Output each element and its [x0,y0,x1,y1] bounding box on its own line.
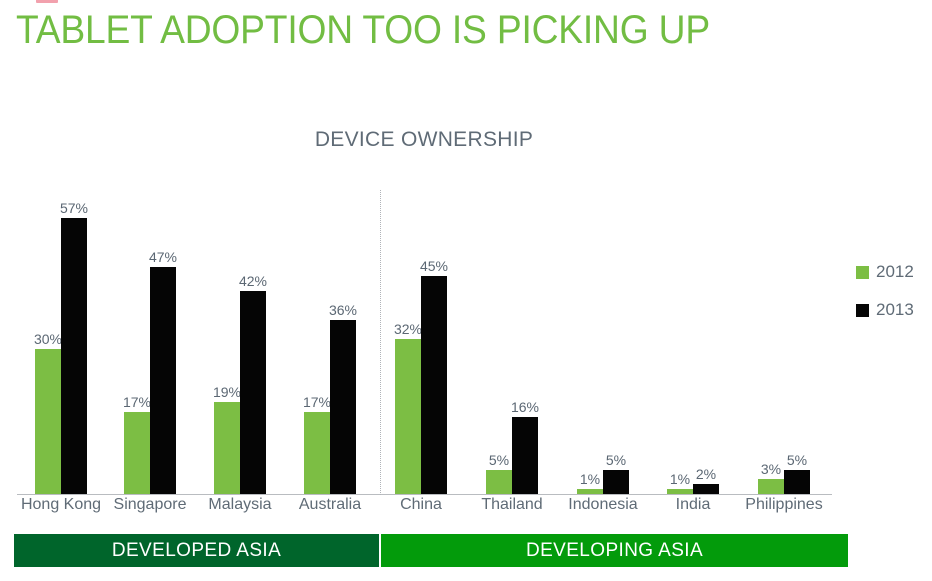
bar-pair: 17% 47% [123,194,177,494]
bar-group: 19% 42% Malaysia [208,194,271,513]
legend-swatch-2013 [856,303,869,317]
x-axis-label-indonesia: Indonesia [568,496,638,513]
bar-group: 30% 57% Hong Kong [21,194,101,513]
x-axis-line [17,494,832,495]
legend-item-2012[interactable]: 2012 [856,262,914,282]
bar-value-label: 1% [579,471,601,488]
bar-group: 3% 5% Philippines [745,194,822,513]
bar-2013-indonesia[interactable]: 5% [603,452,629,494]
x-axis-label-thailand: Thailand [481,496,543,513]
bar-value-label: 47% [148,248,178,265]
bar-2013-malaysia[interactable]: 42% [239,273,267,494]
bar-group: 5% 16% Thailand [481,194,542,513]
legend-label-2012: 2012 [876,262,914,281]
logo-mark-icon [36,0,58,3]
x-axis-label-hong-kong: Hong Kong [20,496,102,513]
banner-developed-asia: DEVELOPED ASIA [14,534,379,567]
bar-value-label: 42% [238,272,268,289]
x-axis-label-china: China [400,496,442,513]
bar-pair: 32% 45% [394,194,448,494]
bar-pair: 19% 42% [213,194,267,494]
bar-pair: 17% 36% [303,194,357,494]
x-axis-label-australia: Australia [298,496,362,513]
bar-2012-hong-kong[interactable]: 30% [34,331,62,494]
bar-pair: 5% 16% [486,194,539,494]
bar-2013-singapore[interactable]: 47% [149,249,177,494]
bar-value-label: 16% [510,398,540,415]
bar-pair: 3% 5% [758,194,810,494]
bar-pair: 30% 57% [34,194,88,494]
x-axis-label-malaysia: Malaysia [208,496,272,513]
bar-2012-philippines[interactable]: 3% [758,461,784,494]
bar-pair: 1% 2% [667,194,719,494]
bar-value-label: 5% [488,451,510,468]
bar-value-label: 36% [328,301,358,318]
bar-2012-indonesia[interactable]: 1% [577,471,603,494]
bar-2012-thailand[interactable]: 5% [486,452,512,494]
bar-2012-china[interactable]: 32% [394,321,422,494]
region-divider-line [380,190,381,495]
bar-value-label: 19% [212,384,242,401]
chart-title: DEVICE OWNERSHIP [314,128,534,151]
bar-pair: 1% 5% [577,194,629,494]
bar-value-label: 57% [59,200,89,217]
bar-2012-india[interactable]: 1% [667,471,693,494]
bar-value-label: 17% [302,393,332,410]
x-axis-label-india: India [675,496,711,513]
banner-developing-asia: DEVELOPING ASIA [381,534,848,567]
bar-2013-thailand[interactable]: 16% [511,399,539,494]
bar-group: 1% 2% India [667,194,719,513]
chart-plot-area: 30% 57% Hong Kong 17% 47% Singapore 19% 42% Mala… [17,170,832,513]
x-axis-label-philippines: Philippines [745,496,823,513]
bar-group: 17% 47% Singapore [114,194,187,513]
bar-value-label: 5% [786,451,808,468]
bar-2012-australia[interactable]: 17% [303,394,331,494]
bar-value-label: 32% [393,321,423,338]
bar-value-label: 30% [33,330,63,347]
bar-2013-india[interactable]: 2% [693,466,719,494]
bar-2012-singapore[interactable]: 17% [123,394,151,494]
bar-value-label: 17% [122,393,152,410]
bar-group: 1% 5% Indonesia [568,194,637,513]
bar-value-label: 2% [695,466,717,483]
bar-value-label: 5% [605,451,627,468]
x-axis-label-singapore: Singapore [113,496,187,513]
bar-value-label: 3% [760,461,782,478]
bar-group: 17% 36% Australia [299,194,361,513]
bar-2012-malaysia[interactable]: 19% [213,384,241,494]
legend-swatch-2012 [856,265,869,279]
bar-2013-australia[interactable]: 36% [329,302,357,494]
legend-item-2013[interactable]: 2013 [856,300,914,320]
bar-value-label: 1% [669,471,691,488]
bar-group: 32% 45% China [394,194,448,513]
chart-legend: 2012 2013 [856,262,914,338]
legend-label-2013: 2013 [876,300,914,319]
bar-value-label: 45% [419,258,449,275]
bar-2013-hong-kong[interactable]: 57% [60,200,88,494]
bar-2013-china[interactable]: 45% [420,258,448,494]
bar-2013-philippines[interactable]: 5% [784,452,810,494]
page-title: TABLET ADOPTION TOO IS PICKING UP [16,8,710,52]
